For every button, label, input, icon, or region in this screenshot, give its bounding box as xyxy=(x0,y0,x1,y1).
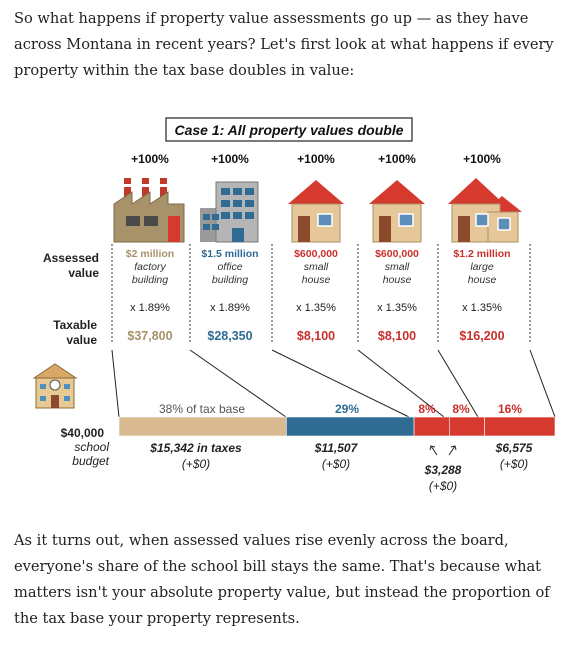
budget-segment-small-house-2 xyxy=(449,416,485,437)
house-icon xyxy=(369,180,425,243)
type-small-house-2-line2: house xyxy=(383,274,412,286)
tax-amount-large-house: $6,575 xyxy=(495,441,533,455)
rate-small-house-1: x 1.35% xyxy=(296,302,336,314)
assessed-label-line2: value xyxy=(68,266,99,280)
house-icon xyxy=(288,180,344,243)
tax-amount-office: $11,507 xyxy=(314,441,359,455)
large-house-icon xyxy=(448,178,522,243)
type-factory-line1: factory xyxy=(134,261,166,273)
budget-amount: $40,000 xyxy=(61,426,105,440)
budget-segment-small-house-1 xyxy=(413,416,450,437)
taxable-value-office: $28,350 xyxy=(207,329,252,343)
share-label-office: 29% xyxy=(335,402,359,416)
change-label-small-house-2: +100% xyxy=(378,152,416,166)
type-office-line2: building xyxy=(212,274,248,286)
change-label-factory: +100% xyxy=(131,152,169,166)
type-large-house-line2: house xyxy=(468,274,497,286)
rate-office: x 1.89% xyxy=(210,302,250,314)
taxable-value-small-house-1: $8,100 xyxy=(297,329,335,343)
tax-change-large-house: (+$0) xyxy=(500,457,528,471)
taxable-value-small-house-2: $8,100 xyxy=(378,329,416,343)
budget-segment-office xyxy=(286,416,415,437)
outro-paragraph: As it turns out, when assessed values ri… xyxy=(14,532,550,627)
share-label-factory: 38% of tax base xyxy=(159,402,245,416)
office-building-icon xyxy=(200,181,259,243)
funnel-lines xyxy=(111,349,556,418)
type-small-house-1-line2: house xyxy=(302,274,331,286)
factory-icon xyxy=(113,178,185,243)
type-small-house-2-line1: small xyxy=(385,261,410,273)
change-label-small-house-1: +100% xyxy=(297,152,335,166)
assessed-value-large-house: $1.2 million xyxy=(453,248,510,260)
column-separators xyxy=(111,244,531,344)
assessed-value-factory: $2 million xyxy=(126,248,174,260)
budget-label-line2: budget xyxy=(72,454,109,468)
taxable-label-line2: value xyxy=(66,333,97,347)
taxable-value-large-house: $16,200 xyxy=(459,329,504,343)
rate-factory: x 1.89% xyxy=(130,302,170,314)
tax-amount-small-house: $3,288 xyxy=(424,463,462,477)
assessed-label-line1: Assessed xyxy=(43,251,99,265)
case-title-box xyxy=(165,117,413,142)
type-office-line1: office xyxy=(217,261,242,273)
case-title: Case 1: All property values double xyxy=(175,122,404,138)
school-icon xyxy=(32,363,78,409)
change-label-office: +100% xyxy=(211,152,249,166)
budget-label-line1: school xyxy=(74,440,109,454)
budget-segment-factory xyxy=(118,416,287,437)
intro-paragraph: So what happens if property value assess… xyxy=(14,10,554,79)
tax-base-diagram: Case 1: All property values double +100%… xyxy=(32,117,556,493)
type-small-house-1-line1: small xyxy=(304,261,329,273)
tax-amount-factory: $15,342 in taxes xyxy=(149,441,242,455)
taxable-label-line1: Taxable xyxy=(53,318,97,332)
rate-small-house-2: x 1.35% xyxy=(377,302,417,314)
tax-change-small-house: (+$0) xyxy=(429,479,457,493)
budget-segment-large-house xyxy=(484,416,556,437)
budget-share-bar xyxy=(118,416,556,437)
share-label-small-house-2: 8% xyxy=(452,402,470,416)
rate-large-house: x 1.35% xyxy=(462,302,502,314)
arrow-icons xyxy=(429,445,457,456)
type-large-house-line1: large xyxy=(470,261,494,273)
tax-change-factory: (+$0) xyxy=(182,457,210,471)
tax-change-office: (+$0) xyxy=(322,457,350,471)
assessed-value-small-house-2: $600,000 xyxy=(375,248,419,260)
share-label-large-house: 16% xyxy=(498,402,522,416)
share-label-small-house-1: 8% xyxy=(418,402,436,416)
taxable-value-factory: $37,800 xyxy=(127,329,172,343)
assessed-value-office: $1.5 million xyxy=(201,248,258,260)
type-factory-line2: building xyxy=(132,274,168,286)
change-label-large-house: +100% xyxy=(463,152,501,166)
assessed-value-small-house-1: $600,000 xyxy=(294,248,338,260)
